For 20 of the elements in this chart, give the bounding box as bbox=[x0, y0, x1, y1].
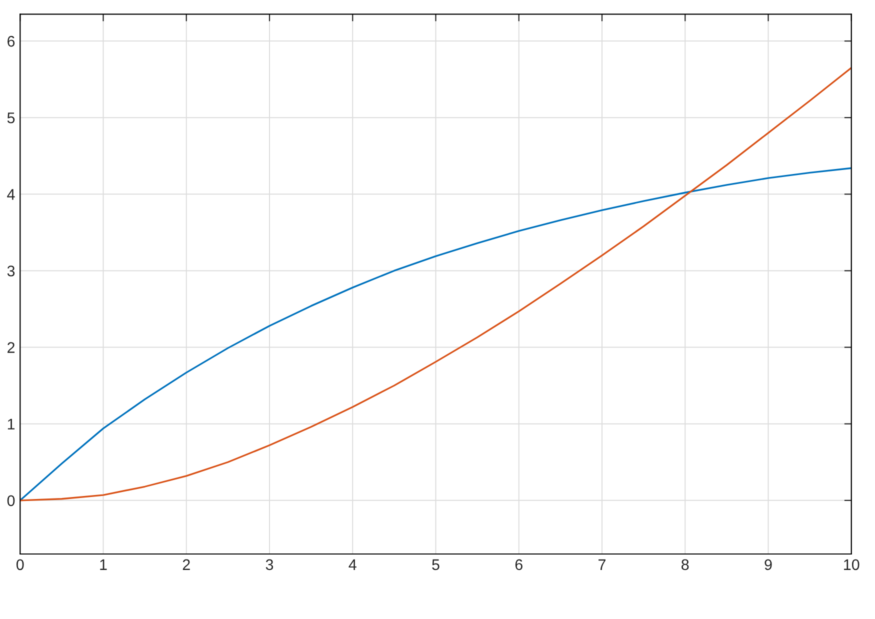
y-tick-label: 0 bbox=[7, 495, 15, 506]
x-tick-label: 8 bbox=[682, 559, 689, 570]
x-tick-label: 9 bbox=[764, 559, 772, 570]
x-tick-label: 2 bbox=[182, 559, 190, 570]
y-tick-label: 5 bbox=[7, 112, 15, 124]
y-tick-label: 1 bbox=[8, 418, 15, 430]
x-tick-label: 1 bbox=[100, 559, 107, 570]
x-tick-label: 10 bbox=[844, 559, 860, 570]
x-tick-label: 3 bbox=[266, 559, 274, 570]
x-tick-label: 4 bbox=[348, 559, 356, 570]
line-series bbox=[20, 66, 852, 502]
x-tick-label: 0 bbox=[16, 559, 24, 570]
y-tick-label: 6 bbox=[8, 36, 15, 47]
y-tick-label: 2 bbox=[8, 342, 14, 353]
x-tick-label: 7 bbox=[598, 559, 606, 570]
x-tick-label: 5 bbox=[432, 559, 440, 570]
x-tick-label: 6 bbox=[515, 559, 522, 570]
y-tick-label: 3 bbox=[7, 266, 15, 276]
line-series bbox=[20, 167, 852, 502]
y-tick-label: 4 bbox=[7, 189, 15, 200]
